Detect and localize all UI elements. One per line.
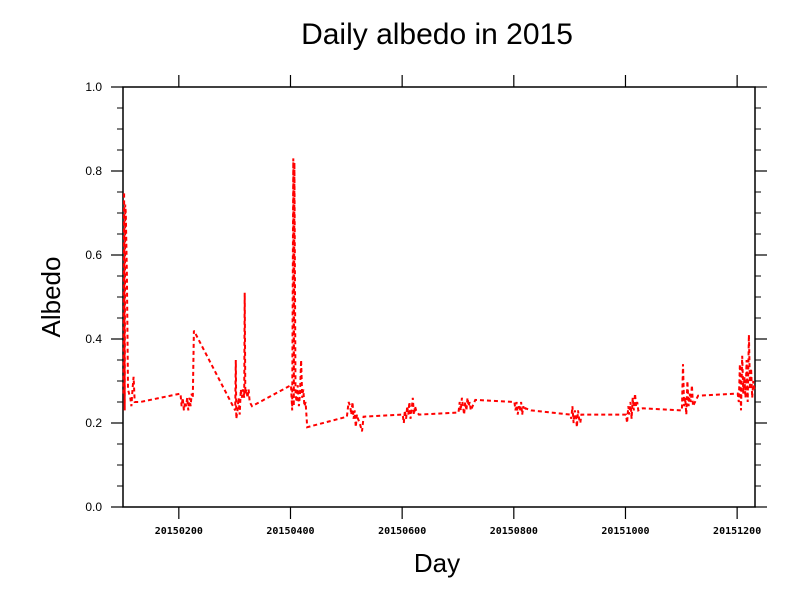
albedo-series-line bbox=[122, 158, 756, 432]
x-tick-label: 20151200 bbox=[713, 526, 761, 537]
y-tick-label: 0.0 bbox=[85, 500, 102, 514]
x-axis-label: Day bbox=[414, 548, 460, 578]
y-tick-label: 0.8 bbox=[85, 164, 102, 178]
plot-frame bbox=[122, 86, 756, 508]
y-tick-label: 0.4 bbox=[85, 332, 102, 346]
chart-title: Daily albedo in 2015 bbox=[301, 18, 573, 51]
x-tick-label: 20150600 bbox=[378, 526, 426, 537]
y-tick-label: 1.0 bbox=[85, 80, 102, 94]
y-tick-label: 0.2 bbox=[85, 416, 102, 430]
y-axis-label: Albedo bbox=[36, 257, 66, 338]
x-tick-label: 20151000 bbox=[601, 526, 649, 537]
x-tick-label: 20150800 bbox=[490, 526, 538, 537]
x-tick-label: 20150200 bbox=[155, 526, 203, 537]
y-tick-label: 0.6 bbox=[85, 248, 102, 262]
x-tick-label: 20150400 bbox=[266, 526, 314, 537]
